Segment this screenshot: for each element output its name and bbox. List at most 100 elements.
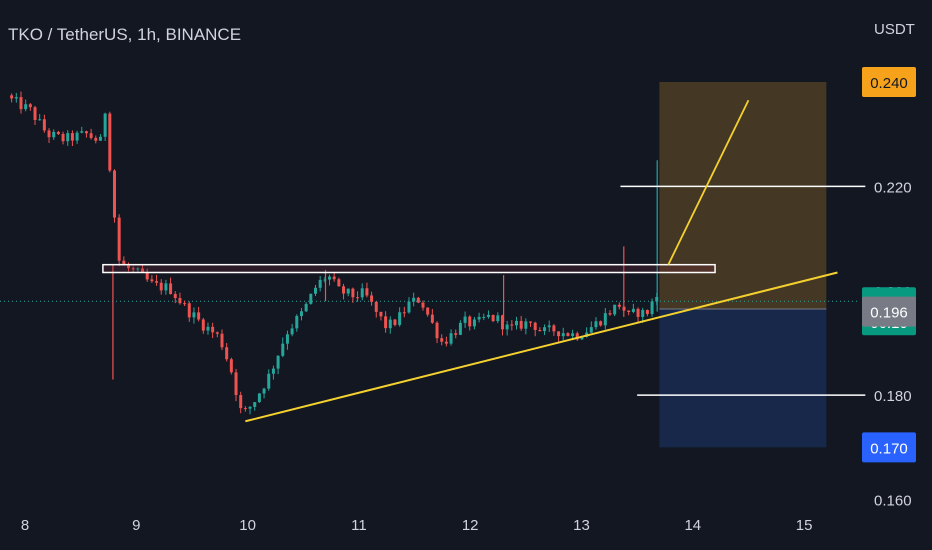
- candle-body: [197, 312, 201, 320]
- candle-body: [150, 279, 154, 282]
- candle-body: [379, 311, 383, 317]
- candle-body: [295, 316, 299, 329]
- candle-body: [557, 331, 561, 337]
- candle-body: [449, 333, 453, 344]
- candle-body: [538, 330, 542, 332]
- resistance-zone-box: [102, 263, 716, 274]
- candle-body: [589, 327, 593, 333]
- candle-body: [533, 322, 537, 331]
- candle-body: [547, 325, 551, 328]
- candle-body: [141, 268, 145, 273]
- candle-body: [267, 373, 271, 389]
- candle-body: [617, 304, 621, 307]
- candle-body: [24, 104, 28, 110]
- x-tick-label: 13: [573, 517, 590, 534]
- price-tag-stop-loss: 0.170: [862, 432, 916, 463]
- x-tick-label: 9: [132, 517, 140, 534]
- candle-body: [304, 303, 308, 312]
- candle-body: [636, 308, 640, 317]
- candle-body: [136, 268, 140, 270]
- candle-body: [641, 310, 645, 317]
- candle-body: [323, 279, 327, 281]
- y-tick-label: 0.160: [874, 493, 912, 510]
- candle-body: [122, 260, 126, 266]
- candle-body: [70, 133, 74, 141]
- candle-body: [117, 217, 121, 261]
- candle-body: [248, 406, 252, 409]
- price-tag-value: 0.196: [870, 305, 908, 322]
- candle-body: [183, 303, 187, 305]
- candle-body: [603, 313, 607, 326]
- candle-body: [103, 113, 107, 137]
- candle-body: [318, 279, 322, 288]
- candle-body: [211, 326, 215, 333]
- price-tag-bg: [862, 432, 916, 463]
- candle-body: [75, 132, 79, 141]
- candle-body: [599, 321, 603, 326]
- candle-body: [486, 314, 490, 317]
- candle-body: [328, 276, 332, 280]
- candle-body: [253, 402, 257, 407]
- candle-body: [374, 301, 378, 312]
- candle-body: [47, 130, 51, 138]
- chart-title: TKO / TetherUS, 1h, BINANCE: [8, 25, 241, 44]
- loss-zone: [659, 309, 827, 448]
- candle-body: [543, 327, 547, 332]
- candle-body: [225, 347, 229, 360]
- candle-body: [14, 97, 18, 99]
- candle-body: [313, 287, 317, 294]
- candle-body: [594, 321, 598, 328]
- candle-body: [309, 293, 313, 304]
- candle-body: [299, 311, 303, 317]
- candle-body: [552, 325, 556, 332]
- candle-body: [580, 337, 584, 340]
- candle-body: [33, 107, 37, 121]
- candle-body: [650, 301, 654, 315]
- candle-body: [187, 303, 191, 318]
- candle-body: [468, 316, 472, 327]
- candle-body: [458, 322, 462, 335]
- candle-body: [159, 282, 163, 291]
- candle-body: [360, 288, 364, 298]
- candle-body: [215, 332, 219, 334]
- candle-body: [346, 288, 350, 294]
- price-tag-bg: [862, 66, 916, 97]
- candle-body: [56, 131, 60, 134]
- candle-body: [164, 283, 168, 291]
- candle-body: [332, 276, 336, 280]
- candle-body: [356, 297, 360, 299]
- candle-body: [112, 170, 116, 218]
- candle-body: [519, 320, 523, 329]
- candle-body: [281, 343, 285, 356]
- candle-body: [342, 286, 346, 294]
- candle-body: [482, 316, 486, 318]
- price-tag-last-close: 0.196: [862, 296, 916, 327]
- candle-body: [426, 307, 430, 315]
- candle-body: [169, 283, 173, 295]
- candle-body: [645, 310, 649, 315]
- candle-body: [98, 136, 102, 141]
- candle-body: [290, 328, 294, 335]
- candle-body: [127, 265, 131, 269]
- candle-body: [496, 315, 500, 322]
- candle-body: [192, 312, 196, 318]
- candle-body: [412, 297, 416, 302]
- candle-body: [398, 312, 402, 325]
- y-tick-label: 0.180: [874, 388, 912, 405]
- candle-body: [206, 326, 210, 331]
- candle-body: [155, 281, 159, 283]
- candle-body: [613, 304, 617, 315]
- candle-body: [94, 137, 98, 141]
- candle-body: [393, 319, 397, 325]
- candle-body: [201, 319, 205, 331]
- candle-body: [510, 324, 514, 326]
- candle-body: [42, 119, 46, 131]
- candle-body: [108, 113, 112, 171]
- candle-body: [229, 359, 233, 373]
- candle-body: [430, 314, 434, 323]
- candle-body: [440, 338, 444, 342]
- candle-body: [416, 297, 420, 303]
- candle-body: [365, 288, 369, 296]
